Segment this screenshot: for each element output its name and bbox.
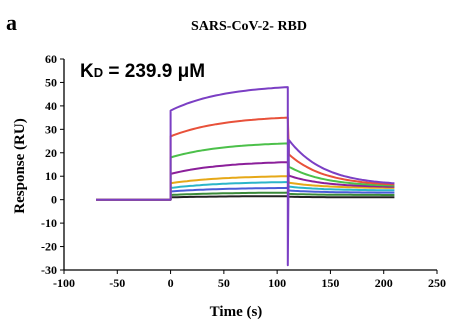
series-line [96,175,395,201]
series-line [96,116,395,201]
chart-title: SARS-CoV-2- RBD [191,19,307,34]
panel-label: a [6,10,17,35]
y-tick-label: 30 [45,122,57,136]
x-tick-label: 0 [168,276,174,290]
x-tick-label: -100 [53,276,75,290]
x-tick-label: 50 [218,276,230,290]
y-tick-label: 40 [45,99,57,113]
y-tick-label: -20 [41,240,57,254]
series-line [96,181,395,201]
x-tick-label: -50 [109,276,125,290]
series-line [96,161,395,201]
y-tick-label: 50 [45,75,57,89]
y-tick-label: 10 [45,169,57,183]
kd-prefix: K [80,61,94,82]
y-tick-label: -10 [41,216,57,230]
series-line [96,142,395,201]
series-line [96,191,395,201]
x-axis-label: Time (s) [210,304,263,320]
x-tick-label: 150 [321,276,339,290]
series-line [96,86,395,267]
x-tick-label: 250 [428,276,446,290]
svg-text:KD = 239.9 μM: KD = 239.9 μM [80,61,205,82]
series-line [96,186,395,201]
y-tick-label: 60 [45,52,57,66]
series-layer [96,86,395,267]
x-tick-label: 200 [375,276,393,290]
y-tick-label: 0 [51,193,57,207]
x-tick-label: 100 [268,276,286,290]
y-tick-label: 20 [45,146,57,160]
kd-subscript: D [94,65,103,80]
y-tick-label: -30 [41,263,57,277]
y-axis-label: Response (RU) [12,118,28,213]
kd-value: = 239.9 μM [103,61,205,82]
kd-annotation: KD = 239.9 μM [80,61,205,82]
series-line [96,195,395,201]
